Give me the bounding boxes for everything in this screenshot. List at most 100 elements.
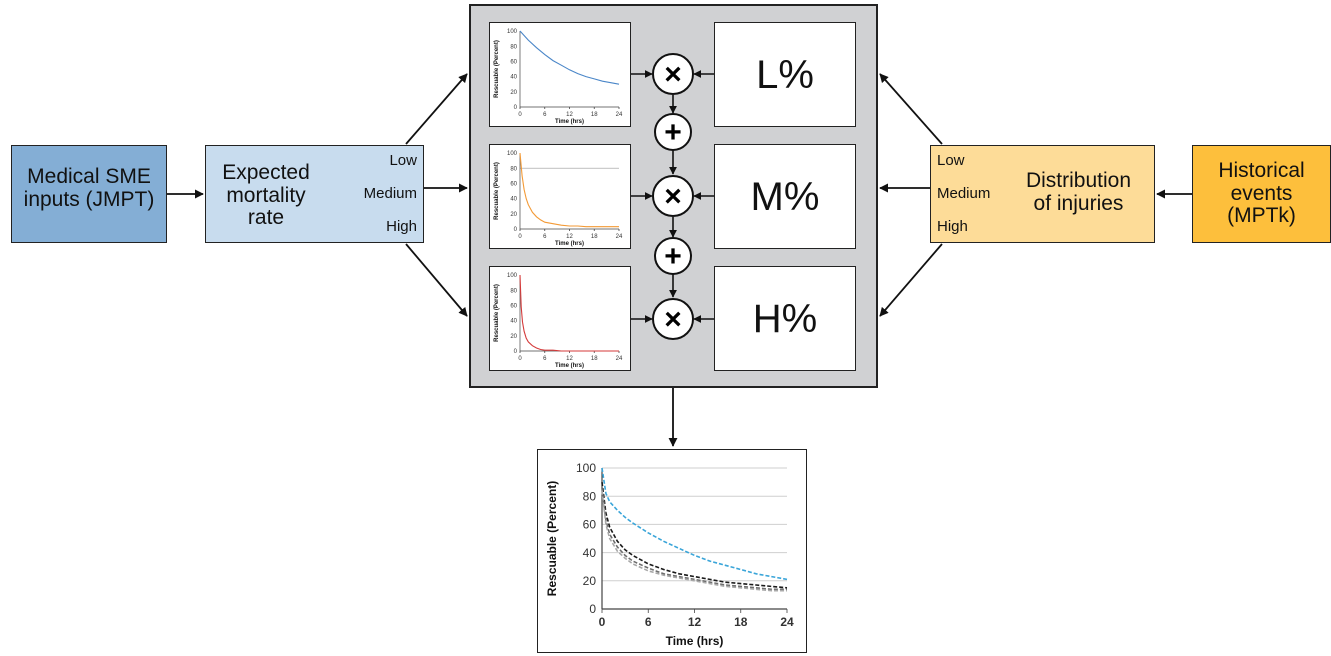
x-tick-label: 18 [591,356,598,362]
y-tick-label: 20 [510,334,517,340]
medical-sme-line1: Medical SME [27,165,151,188]
series-line [601,467,788,581]
x-tick-label: 0 [599,615,606,629]
y-tick-label: 20 [510,212,517,218]
y-tick-label: 40 [583,546,597,560]
arrow-mortality-to-high [405,243,468,317]
multiply-operator-low: × [652,53,694,95]
multiply-operator-high: × [652,298,694,340]
distribution-line2: of injuries [1033,191,1124,215]
x-tick-label: 0 [518,234,522,240]
y-tick-label: 80 [510,44,517,50]
x-tick-label: 6 [543,356,547,362]
y-tick-label: 60 [510,304,517,310]
y-axis-label: Rescuable (Percent) [494,162,500,220]
medical-sme-inputs-box: Medical SME inputs (JMPT) [11,145,167,243]
mortality-level-high: High [386,218,417,235]
add-operator-2: + [654,237,692,275]
historical-events-box: Historical events (MPTk) [1192,145,1331,243]
x-tick-label: 24 [616,112,623,118]
high-weight-label: H% [752,297,818,341]
add-symbol: + [664,116,682,149]
distribution-of-injuries-box: Low Medium High Distribution of injuries [930,145,1155,243]
series-line [519,30,620,85]
series-line [519,152,619,228]
medium-curve-chart: 0 20 40 60 80 100 0 6 12 18 24 Time (hrs) Rescuable … [494,151,623,247]
y-tick-label: 60 [583,518,597,532]
x-axis-label: Time (hrs) [555,119,584,125]
x-tick-label: 24 [616,234,623,240]
y-axis-label: Rescuable (Percent) [545,481,559,596]
low-weight-label: L% [756,53,814,97]
historical-line1: Historical [1218,159,1305,182]
distribution-level-high: High [937,218,968,235]
y-tick-label: 20 [583,574,597,588]
series-line [519,274,619,352]
y-axis-label: Rescuable (Percent) [494,40,500,98]
arrow-distribution-to-high [879,243,943,317]
y-tick-label: 40 [510,75,517,81]
x-tick-label: 0 [518,356,522,362]
y-tick-label: 0 [514,349,518,355]
x-tick-label: 0 [518,112,522,118]
x-tick-label: 12 [688,615,702,629]
series-line [601,482,788,589]
medium-curve-chart-box: 0 20 40 60 80 100 0 6 12 18 24 Time (hrs) Rescuable … [489,144,631,249]
x-tick-label: 6 [543,112,547,118]
medium-weight-label: M% [750,175,820,219]
x-axis-label: Time (hrs) [555,363,584,369]
multiply-symbol: × [664,58,682,91]
y-tick-label: 40 [510,319,517,325]
low-curve-chart: 0 20 40 60 80 100 0 6 12 18 24 Time (hrs) Rescuable … [494,29,623,125]
y-tick-label: 60 [510,60,517,66]
series-line [601,487,787,591]
distribution-level-medium: Medium [937,185,991,202]
y-tick-label: 40 [510,197,517,203]
x-tick-label: 24 [780,615,794,629]
y-tick-label: 80 [583,489,597,503]
distribution-line1: Distribution [1025,169,1132,192]
mortality-level-low: Low [389,152,417,169]
x-axis-label: Time (hrs) [555,241,584,247]
y-tick-label: 80 [510,288,517,294]
high-curve-chart-box: 0 20 40 60 80 100 0 6 12 18 24 Time (hrs) Rescuable … [489,266,631,371]
medium-weight-box: M% [714,144,856,249]
x-tick-label: 24 [616,356,623,362]
x-tick-label: 18 [591,234,598,240]
x-tick-label: 6 [645,615,652,629]
x-tick-label: 12 [566,356,573,362]
historical-line2: events [1230,181,1293,205]
historical-line3: (MPTk) [1227,204,1296,228]
x-axis-label: Time (hrs) [666,634,724,648]
y-tick-label: 80 [510,166,517,172]
mortality-line1: Expected [222,161,310,184]
y-tick-label: 100 [507,151,518,157]
x-tick-label: 18 [591,112,598,118]
series-line [601,490,787,592]
expected-mortality-rate-box: Expected mortality rate Low Medium High [205,145,424,243]
y-tick-label: 100 [576,461,596,475]
y-axis-label: Rescuable (Percent) [494,284,500,342]
y-tick-label: 0 [514,105,518,111]
y-tick-label: 0 [589,602,596,616]
combined-curve-chart-box: 0 20 40 60 80 100 0 6 12 18 24 Time (hrs) Rescuable … [537,449,807,653]
distribution-level-low: Low [937,152,965,169]
x-tick-label: 12 [566,112,573,118]
y-tick-label: 100 [507,29,518,35]
arrow-distribution-to-low [879,73,943,145]
low-curve-chart-box: 0 20 40 60 80 100 0 6 12 18 24 Time (hrs) Rescuable … [489,22,631,127]
mortality-level-medium: Medium [363,185,417,202]
y-tick-label: 20 [510,90,517,96]
low-weight-box: L% [714,22,856,127]
combined-curve-chart: 0 20 40 60 80 100 0 6 12 18 24 Time (hrs) Rescuable … [545,461,794,648]
x-tick-label: 18 [734,615,748,629]
arrow-mortality-to-low [405,73,468,145]
multiply-operator-medium: × [652,175,694,217]
add-operator-1: + [654,113,692,151]
y-tick-label: 0 [514,227,518,233]
mortality-line2: mortality [226,183,306,207]
x-tick-label: 12 [566,234,573,240]
medical-sme-line2: inputs (JMPT) [23,187,155,211]
high-weight-box: H% [714,266,856,371]
